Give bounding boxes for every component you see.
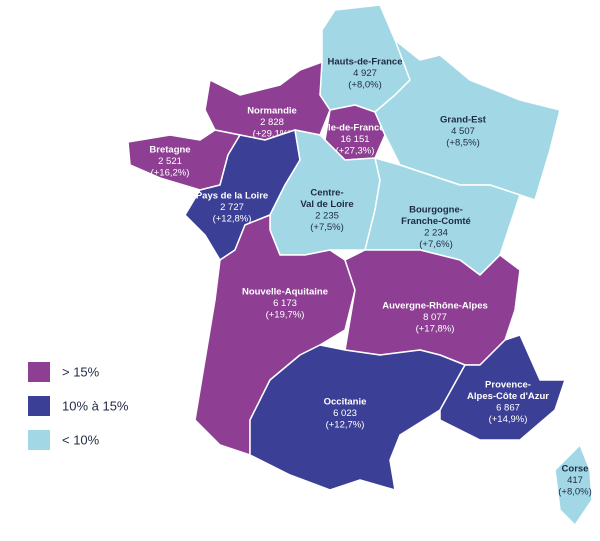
region-name: Provence- bbox=[485, 380, 531, 391]
region bbox=[269, 129, 381, 256]
region-name: Alpes-Côte d'Azur bbox=[467, 391, 549, 402]
region-change: (+8,0%) bbox=[348, 80, 382, 91]
region bbox=[194, 214, 356, 456]
region bbox=[249, 344, 466, 491]
region-name: Grand-Est bbox=[440, 115, 487, 126]
region-change: (+27,3%) bbox=[336, 146, 375, 157]
region-count: 417 bbox=[567, 475, 583, 486]
region-name: Normandie bbox=[247, 106, 297, 117]
region-name: Franche-Comté bbox=[401, 216, 471, 227]
region-change: (+12,8%) bbox=[213, 214, 252, 225]
legend-label: > 15% bbox=[62, 364, 100, 379]
region-name: Corse bbox=[562, 464, 589, 475]
region-name: Occitanie bbox=[324, 397, 367, 408]
region-count: 4 507 bbox=[451, 126, 475, 137]
legend-label: < 10% bbox=[62, 432, 100, 447]
region-change: (+14,9%) bbox=[489, 414, 528, 425]
region-count: 4 927 bbox=[353, 68, 377, 79]
region-name: Hauts-de-France bbox=[328, 57, 403, 68]
region-change: (+7,6%) bbox=[419, 239, 453, 250]
region-count: 2 234 bbox=[424, 228, 448, 239]
region-count: 2 521 bbox=[158, 156, 182, 167]
region bbox=[554, 444, 593, 526]
region-change: (+16,2%) bbox=[151, 168, 190, 179]
region-count: 6 173 bbox=[273, 298, 297, 309]
legend-swatch bbox=[28, 362, 50, 382]
region-change: (+7,5%) bbox=[310, 222, 344, 233]
region-count: 6 867 bbox=[496, 403, 520, 414]
region-change: (+29,1%) bbox=[253, 129, 292, 140]
region-name: Île-de-France bbox=[324, 122, 384, 134]
region-name: Val de Loire bbox=[300, 199, 353, 210]
region bbox=[439, 334, 566, 441]
region-name: Pays de la Loire bbox=[196, 191, 268, 202]
region-name: Bretagne bbox=[149, 145, 190, 156]
region-count: 16 151 bbox=[340, 134, 369, 145]
region-name: Centre- bbox=[310, 188, 343, 199]
region-change: (+17,8%) bbox=[416, 324, 455, 335]
region-count: 2 727 bbox=[220, 202, 244, 213]
region-name: Auvergne-Rhône-Alpes bbox=[382, 301, 488, 312]
region-name: Nouvelle-Aquitaine bbox=[242, 287, 328, 298]
region-count: 2 828 bbox=[260, 117, 284, 128]
legend-swatch bbox=[28, 396, 50, 416]
region-change: (+19,7%) bbox=[266, 310, 305, 321]
region-change: (+8,0%) bbox=[558, 487, 592, 498]
region-count: 8 077 bbox=[423, 312, 447, 323]
region-change: (+8,5%) bbox=[446, 138, 480, 149]
region-name: Bourgogne- bbox=[409, 205, 463, 216]
legend-swatch bbox=[28, 430, 50, 450]
region-count: 6 023 bbox=[333, 408, 357, 419]
region-change: (+12,7%) bbox=[326, 420, 365, 431]
legend-label: 10% à 15% bbox=[62, 398, 129, 413]
region-count: 2 235 bbox=[315, 211, 339, 222]
